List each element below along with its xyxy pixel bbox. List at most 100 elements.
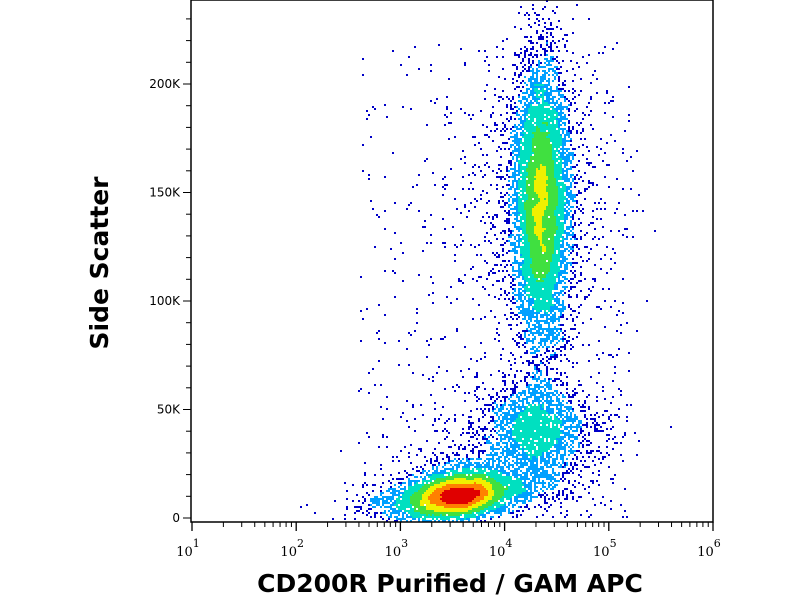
density-cell: [528, 216, 530, 218]
density-cell: [422, 514, 424, 516]
density-cell: [532, 200, 534, 202]
density-cell: [548, 100, 550, 102]
density-cell: [560, 314, 562, 316]
density-cell: [530, 316, 532, 318]
density-cell: [532, 166, 534, 168]
density-cell: [552, 108, 554, 110]
density-cell: [536, 204, 538, 206]
density-cell: [562, 286, 564, 288]
density-cell: [538, 38, 540, 40]
density-cell: [490, 482, 492, 484]
density-cell: [512, 64, 514, 66]
density-cell: [558, 278, 560, 280]
density-cell: [532, 158, 534, 160]
density-cell: [416, 506, 418, 508]
density-cell: [550, 216, 552, 218]
density-cell: [530, 136, 532, 138]
density-cell: [462, 504, 464, 506]
density-cell: [552, 288, 554, 290]
density-cell: [574, 276, 576, 278]
density-cell: [520, 148, 522, 150]
density-cell: [454, 500, 456, 502]
density-cell: [538, 328, 540, 330]
density-cell: [554, 186, 556, 188]
density-cell: [550, 354, 552, 356]
density-cell: [564, 136, 566, 138]
density-cell: [532, 118, 534, 120]
density-cell: [548, 324, 550, 326]
density-cell: [510, 154, 512, 156]
density-cell: [536, 42, 538, 44]
density-cell: [530, 192, 532, 194]
density-cell: [538, 170, 540, 172]
density-cell: [564, 160, 566, 162]
density-cell: [456, 508, 458, 510]
density-cell: [534, 254, 536, 256]
density-cell: [538, 20, 540, 22]
density-cell: [456, 246, 458, 248]
density-cell: [558, 202, 560, 204]
density-cell: [516, 160, 518, 162]
density-cell: [414, 492, 416, 494]
density-cell: [518, 212, 520, 214]
density-cell: [532, 116, 534, 118]
density-cell: [588, 150, 590, 152]
density-cell: [358, 510, 360, 512]
density-cell: [510, 480, 512, 482]
density-cell: [520, 264, 522, 266]
density-cell: [560, 200, 562, 202]
density-cell: [520, 162, 522, 164]
density-cell: [538, 206, 540, 208]
density-cell: [430, 498, 432, 500]
density-cell: [500, 484, 502, 486]
density-cell: [630, 188, 632, 190]
density-cell: [506, 240, 508, 242]
density-cell: [514, 72, 516, 74]
density-cell: [578, 190, 580, 192]
density-cell: [556, 218, 558, 220]
density-cell: [518, 56, 520, 58]
density-cell: [500, 196, 502, 198]
density-cell: [520, 246, 522, 248]
density-cell: [554, 108, 556, 110]
density-cell: [552, 208, 554, 210]
density-cell: [522, 174, 524, 176]
density-cell: [580, 222, 582, 224]
density-cell: [556, 216, 558, 218]
density-cell: [518, 198, 520, 200]
density-cell: [514, 168, 516, 170]
density-cell: [546, 228, 548, 230]
density-cell: [566, 180, 568, 182]
density-cell: [514, 260, 516, 262]
density-cell: [508, 490, 510, 492]
density-cell: [508, 510, 510, 512]
density-cell: [530, 330, 532, 332]
density-cell: [542, 290, 544, 292]
density-cell: [530, 352, 532, 354]
density-cell: [548, 244, 550, 246]
density-cell: [380, 486, 382, 488]
density-cell: [524, 116, 526, 118]
density-cell: [520, 190, 522, 192]
density-cell: [554, 236, 556, 238]
density-cell: [546, 174, 548, 176]
density-cell: [470, 484, 472, 486]
density-cell: [524, 246, 526, 248]
density-cell: [554, 208, 556, 210]
density-cell: [490, 228, 492, 230]
density-cell: [450, 502, 452, 504]
density-cell: [450, 460, 452, 462]
density-cell: [444, 514, 446, 516]
density-cell: [398, 486, 400, 488]
density-cell: [426, 498, 428, 500]
density-cell: [428, 494, 430, 496]
density-cell: [570, 288, 572, 290]
density-cell: [544, 22, 546, 24]
density-cell: [516, 318, 518, 320]
density-cell: [488, 482, 490, 484]
density-cell: [490, 472, 492, 474]
density-cell: [534, 284, 536, 286]
density-cell: [540, 328, 542, 330]
density-cell: [524, 92, 526, 94]
density-cell: [544, 158, 546, 160]
